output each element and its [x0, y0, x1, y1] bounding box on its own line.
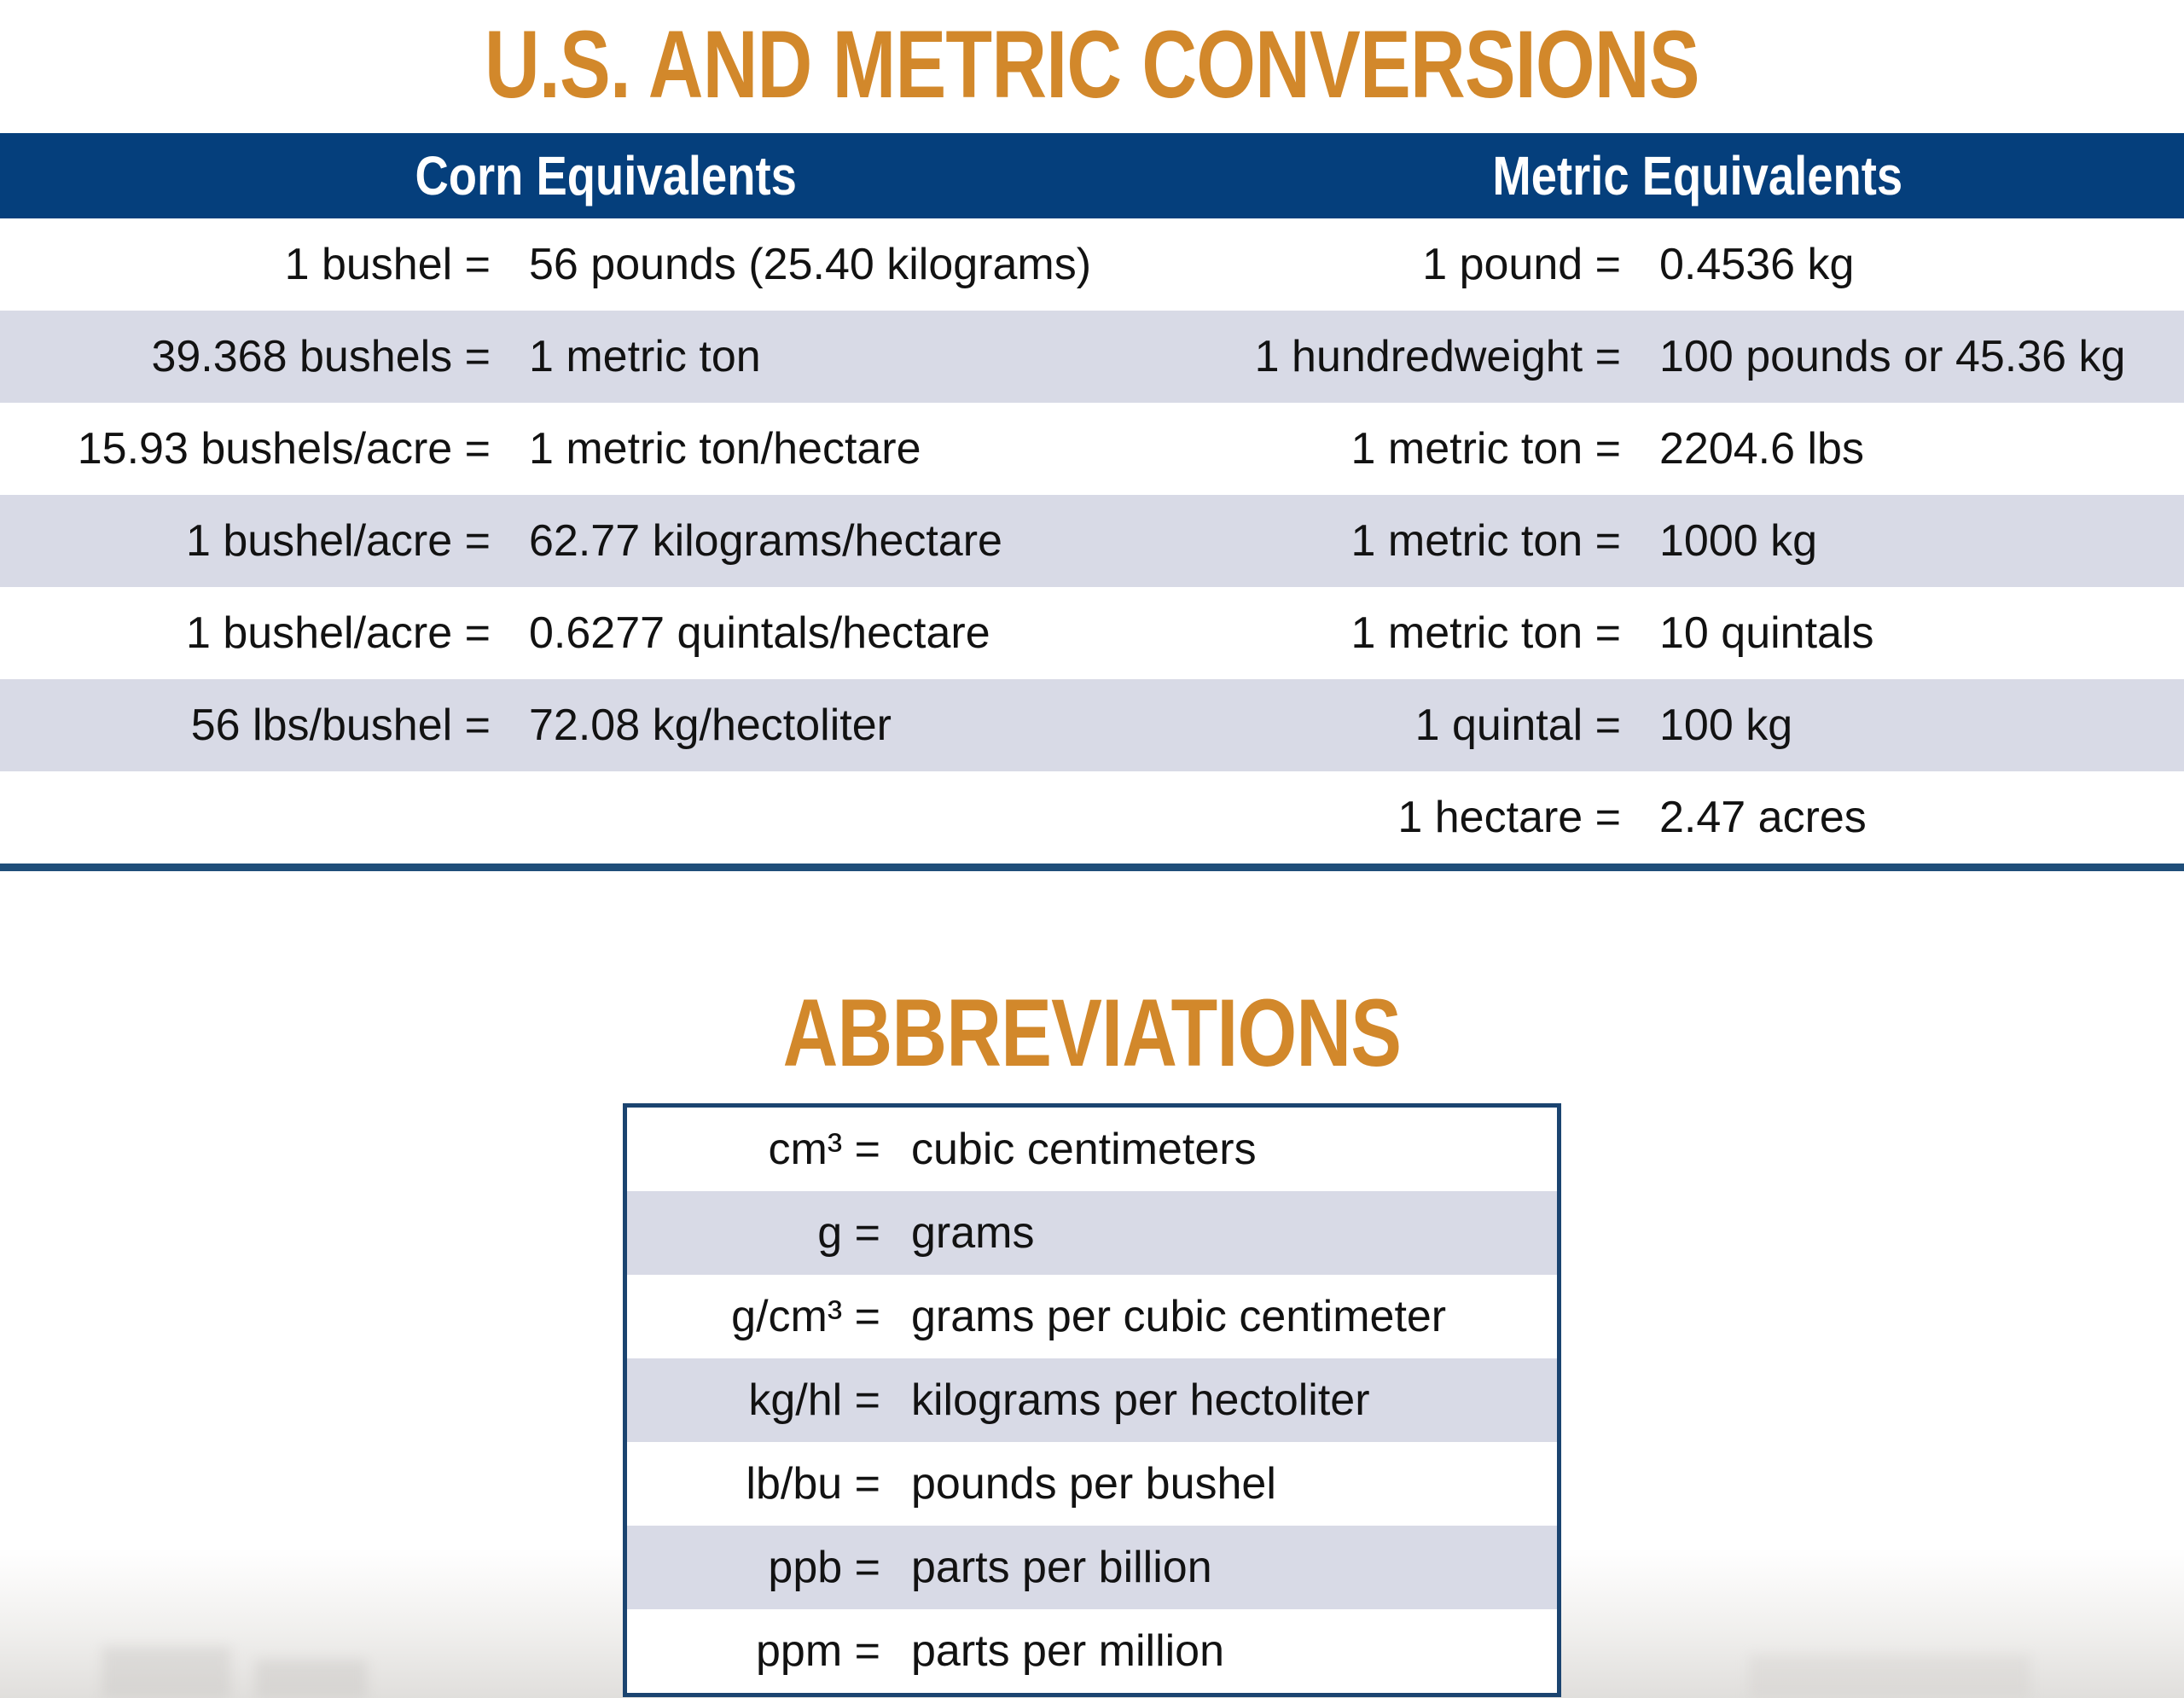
- abbr-row: g/cm³ = grams per cubic centimeter: [627, 1275, 1557, 1358]
- abbr-meaning: parts per million: [911, 1626, 1225, 1676]
- page-title: U.S. AND METRIC CONVERSIONS: [0, 0, 2184, 116]
- corn-label: 1 bushel/acre =: [185, 516, 491, 566]
- corn-equivalents-header: Corn Equivalents: [415, 145, 797, 206]
- corn-value: 62.77 kilograms/hectare: [529, 516, 1002, 566]
- corn-label: 1 bushel/acre =: [185, 608, 491, 658]
- metric-value: 2.47 acres: [1659, 793, 1867, 842]
- abbr-row: kg/hl = kilograms per hectoliter: [627, 1358, 1557, 1442]
- section-divider: [0, 864, 2184, 871]
- metric-equivalents-header: Metric Equivalents: [1492, 145, 1903, 206]
- metric-label: 1 metric ton =: [1350, 424, 1621, 474]
- abbr-symbol: ppb =: [768, 1543, 880, 1592]
- abbr-symbol: lb/bu =: [746, 1459, 880, 1509]
- abbr-row: lb/bu = pounds per bushel: [627, 1442, 1557, 1526]
- abbr-row: ppm = parts per million: [627, 1609, 1557, 1693]
- table-row: 39.368 bushels = 1 metric ton 1 hundredw…: [0, 311, 2184, 403]
- metric-label: 1 metric ton =: [1350, 608, 1621, 658]
- page-title-text: U.S. AND METRIC CONVERSIONS: [485, 11, 1700, 118]
- faded-photo-shape: [1749, 1655, 2030, 1698]
- corn-value: 0.6277 quintals/hectare: [529, 608, 990, 658]
- table-row: 56 lbs/bushel = 72.08 kg/hectoliter 1 qu…: [0, 679, 2184, 771]
- abbr-row: g = grams: [627, 1191, 1557, 1275]
- faded-photo-shape: [256, 1660, 367, 1698]
- metric-label: 1 hundredweight =: [1254, 332, 1621, 381]
- metric-value: 100 kg: [1659, 701, 1793, 750]
- table-row: 1 bushel/acre = 62.77 kilograms/hectare …: [0, 495, 2184, 587]
- abbr-row: cm³ = cubic centimeters: [627, 1108, 1557, 1191]
- corn-label: 56 lbs/bushel =: [190, 701, 491, 750]
- abbr-symbol: g/cm³ =: [731, 1292, 880, 1341]
- corn-value: 1 metric ton: [529, 332, 761, 381]
- abbreviations-title-text: ABBREVIATIONS: [782, 980, 1402, 1086]
- abbr-row: ppb = parts per billion: [627, 1526, 1557, 1609]
- corn-label: 39.368 bushels =: [151, 332, 491, 381]
- abbr-meaning: grams per cubic centimeter: [911, 1292, 1447, 1341]
- abbr-meaning: parts per billion: [911, 1543, 1212, 1592]
- abbr-meaning: grams: [911, 1208, 1035, 1258]
- table-row: 1 bushel/acre = 0.6277 quintals/hectare …: [0, 587, 2184, 679]
- corn-label: 15.93 bushels/acre =: [77, 424, 491, 474]
- conversions-header-row: Corn Equivalents Metric Equivalents: [0, 133, 2184, 218]
- abbreviations-title: ABBREVIATIONS: [0, 982, 2184, 1085]
- abbr-meaning: cubic centimeters: [911, 1125, 1257, 1174]
- metric-label: 1 pound =: [1422, 240, 1621, 289]
- abbr-symbol: ppm =: [756, 1626, 880, 1676]
- corn-value: 72.08 kg/hectoliter: [529, 701, 892, 750]
- metric-label: 1 metric ton =: [1350, 516, 1621, 566]
- faded-photo-shape: [102, 1647, 230, 1698]
- table-row: 1 hectare = 2.47 acres: [0, 771, 2184, 864]
- metric-value: 1000 kg: [1659, 516, 1818, 566]
- metric-value: 100 pounds or 45.36 kg: [1659, 332, 2126, 381]
- abbr-meaning: pounds per bushel: [911, 1459, 1276, 1509]
- abbr-meaning: kilograms per hectoliter: [911, 1375, 1370, 1425]
- abbr-symbol: kg/hl =: [748, 1375, 880, 1425]
- abbreviations-table: cm³ = cubic centimeters g = grams g/cm³ …: [623, 1103, 1561, 1697]
- conversions-table: Corn Equivalents Metric Equivalents 1 bu…: [0, 133, 2184, 871]
- metric-value: 0.4536 kg: [1659, 240, 1855, 289]
- abbr-symbol: g =: [817, 1208, 880, 1258]
- table-row: 1 bushel = 56 pounds (25.40 kilograms) 1…: [0, 218, 2184, 311]
- metric-value: 10 quintals: [1659, 608, 1874, 658]
- metric-label: 1 quintal =: [1414, 701, 1621, 750]
- metric-value: 2204.6 lbs: [1659, 424, 1864, 474]
- metric-label: 1 hectare =: [1397, 793, 1621, 842]
- corn-value: 56 pounds (25.40 kilograms): [529, 240, 1092, 289]
- abbr-symbol: cm³ =: [768, 1125, 880, 1174]
- corn-value: 1 metric ton/hectare: [529, 424, 921, 474]
- corn-label: 1 bushel =: [284, 240, 491, 289]
- table-row: 15.93 bushels/acre = 1 metric ton/hectar…: [0, 403, 2184, 495]
